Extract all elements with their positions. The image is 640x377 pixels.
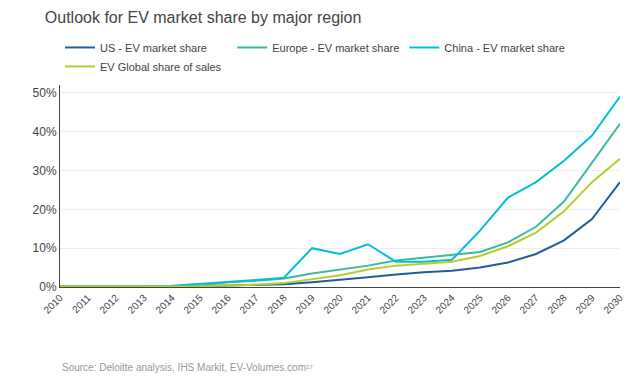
svg-text:China - EV market share: China - EV market share (444, 42, 564, 54)
svg-text:2024: 2024 (433, 292, 457, 316)
svg-text:2021: 2021 (349, 292, 373, 316)
svg-text:2016: 2016 (209, 292, 233, 316)
svg-text:2022: 2022 (377, 292, 401, 316)
svg-text:2030: 2030 (601, 292, 625, 316)
svg-text:EV Global share of sales: EV Global share of sales (100, 61, 222, 73)
svg-text:2028: 2028 (545, 292, 569, 316)
svg-text:2015: 2015 (181, 292, 205, 316)
svg-text:10%: 10% (33, 241, 57, 255)
svg-text:40%: 40% (33, 125, 57, 139)
svg-text:0%: 0% (39, 280, 57, 294)
svg-text:30%: 30% (33, 164, 57, 178)
svg-text:2012: 2012 (97, 292, 121, 316)
svg-text:2017: 2017 (237, 292, 261, 316)
svg-text:US - EV market share: US - EV market share (100, 42, 207, 54)
svg-text:2010: 2010 (41, 292, 65, 316)
svg-text:Europe - EV market share: Europe - EV market share (272, 42, 399, 54)
svg-text:2025: 2025 (461, 292, 485, 316)
svg-text:2027: 2027 (517, 292, 541, 316)
svg-text:Outlook for EV market share by: Outlook for EV market share by major reg… (45, 9, 362, 26)
svg-text:2019: 2019 (293, 292, 317, 316)
svg-text:2023: 2023 (405, 292, 429, 316)
svg-text:50%: 50% (33, 86, 57, 100)
svg-text:2026: 2026 (489, 292, 513, 316)
svg-text:20%: 20% (33, 203, 57, 217)
svg-text:2020: 2020 (321, 292, 345, 316)
svg-text:2018: 2018 (265, 292, 289, 316)
svg-text:2014: 2014 (153, 292, 177, 316)
svg-text:2011: 2011 (70, 292, 93, 315)
svg-text:2029: 2029 (573, 292, 597, 316)
svg-text:2013: 2013 (125, 292, 149, 316)
svg-text:Source: Deloitte analysis, IHS: Source: Deloitte analysis, IHS Markit, E… (62, 362, 313, 373)
